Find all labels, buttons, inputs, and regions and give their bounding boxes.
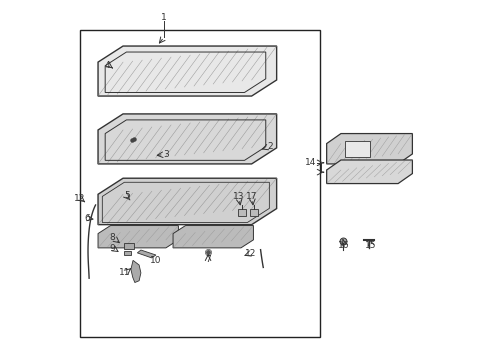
Text: 8: 8 [109,233,115,242]
Bar [80,30,319,337]
Polygon shape [98,46,276,96]
Text: 9: 9 [109,244,115,253]
Text: 7: 7 [205,255,210,264]
Text: 2: 2 [267,142,272,151]
Polygon shape [326,160,411,184]
Text: 14: 14 [304,158,315,167]
Text: 1: 1 [161,13,167,22]
Polygon shape [98,226,178,248]
Polygon shape [98,178,276,225]
Bar [123,251,131,255]
Bar [249,209,257,216]
Polygon shape [137,250,156,258]
Text: 13: 13 [232,192,244,201]
Bar [344,141,369,157]
Text: 12: 12 [245,249,256,258]
Text: 16: 16 [337,240,349,249]
Text: 6: 6 [84,214,90,223]
Polygon shape [326,134,411,164]
Bar [238,209,245,216]
Text: 3: 3 [163,150,169,159]
Text: 17: 17 [245,192,257,201]
Text: 10: 10 [150,256,162,265]
Text: 4: 4 [104,61,110,70]
Bar [123,243,134,249]
Text: 15: 15 [364,240,375,249]
Text: 11: 11 [119,268,130,277]
Polygon shape [173,226,253,248]
Text: 5: 5 [124,190,130,199]
Text: 12: 12 [74,194,85,203]
Polygon shape [131,260,141,283]
Polygon shape [98,114,276,164]
